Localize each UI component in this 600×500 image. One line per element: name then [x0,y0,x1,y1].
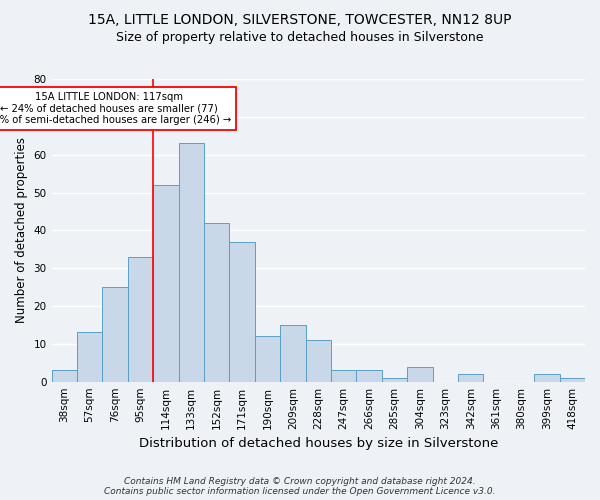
Bar [280,325,305,382]
Bar [382,378,407,382]
Bar [560,378,585,382]
Bar [534,374,560,382]
Bar [356,370,382,382]
Bar [407,366,433,382]
Bar [229,242,255,382]
Text: Size of property relative to detached houses in Silverstone: Size of property relative to detached ho… [116,31,484,44]
Text: Contains public sector information licensed under the Open Government Licence v3: Contains public sector information licen… [104,487,496,496]
Bar [179,144,204,382]
Text: 15A, LITTLE LONDON, SILVERSTONE, TOWCESTER, NN12 8UP: 15A, LITTLE LONDON, SILVERSTONE, TOWCEST… [88,12,512,26]
Bar [77,332,103,382]
Bar [52,370,77,382]
Bar [255,336,280,382]
Text: Contains HM Land Registry data © Crown copyright and database right 2024.: Contains HM Land Registry data © Crown c… [124,477,476,486]
Bar [305,340,331,382]
Bar [331,370,356,382]
X-axis label: Distribution of detached houses by size in Silverstone: Distribution of detached houses by size … [139,437,498,450]
Y-axis label: Number of detached properties: Number of detached properties [15,138,28,324]
Bar [103,287,128,382]
Text: 15A LITTLE LONDON: 117sqm
← 24% of detached houses are smaller (77)
76% of semi-: 15A LITTLE LONDON: 117sqm ← 24% of detac… [0,92,231,126]
Bar [128,257,153,382]
Bar [153,185,179,382]
Bar [458,374,484,382]
Bar [204,223,229,382]
